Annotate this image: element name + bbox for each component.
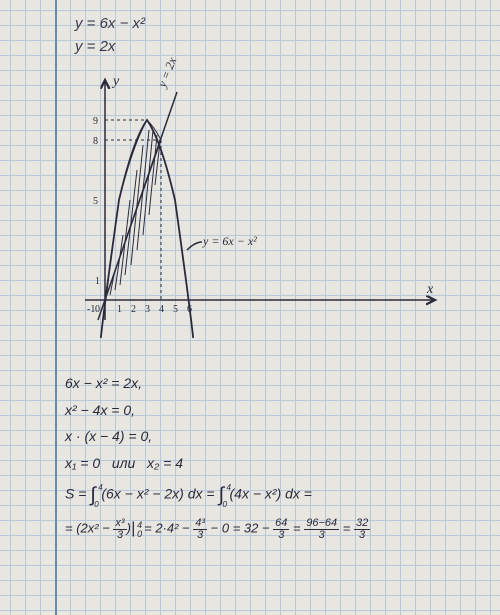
frac-64-3: 643 [273, 518, 289, 541]
int1-lower: 0 [94, 497, 98, 512]
margin-rule [55, 0, 57, 615]
res-mid2: − 0 = 32 − [207, 521, 273, 536]
work-step-1: 6x − x² = 2x, [65, 370, 485, 397]
y-axis-label: y [111, 74, 120, 89]
ytick-5: 5 [93, 196, 98, 207]
root-2: x₂ = 4 [147, 455, 183, 471]
or-word: или [112, 455, 135, 471]
equals-1: = [206, 486, 214, 502]
line-2x [98, 92, 177, 320]
work-step-4: x₁ = 0 или x₂ = 4 [65, 450, 485, 477]
xtick-5: 5 [173, 304, 178, 315]
label-pointer [187, 242, 202, 250]
xtick-neg1: -1 [87, 304, 95, 315]
eval-bounds: 40 [135, 521, 144, 539]
integral-1-symbol: ∫ 4 0 [90, 484, 101, 506]
frac-43-3: 4³3 [193, 518, 207, 541]
equation-2: y = 2x [75, 38, 115, 55]
origin-label: 0 [95, 304, 100, 315]
area-prefix: S = [65, 486, 86, 502]
worked-solution: 6x − x² = 2x, x² − 4x = 0, x · (x − 4) =… [65, 370, 485, 545]
int1-upper: 4 [98, 480, 102, 495]
frac-x3-3: x³3 [113, 518, 126, 541]
frac-diff-3: 96−643 [304, 518, 339, 541]
res-mid4: = [339, 521, 354, 536]
result-line: = (2x² − x³3)|40= 2·4² − 4³3 − 0 = 32 − … [65, 514, 485, 544]
ytick-8: 8 [93, 136, 98, 147]
int2-body: (4x − x²) dx = [230, 486, 312, 502]
res-open: = (2x² − [65, 521, 113, 536]
xtick-3: 3 [145, 304, 150, 315]
frac-32-3: 323 [354, 518, 370, 541]
ytick-1: 1 [95, 276, 100, 287]
graph-chart: y x 0 -1 1 2 3 4 5 6 1 5 8 9 [65, 70, 445, 350]
equation-1: y = 6x − x² [75, 15, 145, 32]
integral-2-symbol: ∫ 4 0 [218, 484, 229, 506]
int1-body: (6x − x² − 2x) dx [101, 486, 202, 502]
x-axis-label: x [426, 282, 434, 297]
res-mid1: = 2·4² − [144, 521, 193, 536]
integral-line: S = ∫ 4 0 (6x − x² − 2x) dx = ∫ 4 0 (4x … [65, 476, 485, 514]
res-mid3: = [289, 521, 304, 536]
root-1: x₁ = 0 [65, 455, 100, 471]
xtick-4: 4 [159, 304, 164, 315]
work-step-2: x² − 4x = 0, [65, 397, 485, 424]
xtick-1: 1 [117, 304, 122, 315]
parabola-label: y = 6x − x² [202, 234, 257, 248]
xtick-2: 2 [131, 304, 136, 315]
shaded-region [105, 120, 161, 300]
int2-lower: 0 [222, 497, 226, 512]
work-step-3: x · (x − 4) = 0, [65, 423, 485, 450]
int2-upper: 4 [226, 480, 230, 495]
ytick-9: 9 [93, 116, 98, 127]
